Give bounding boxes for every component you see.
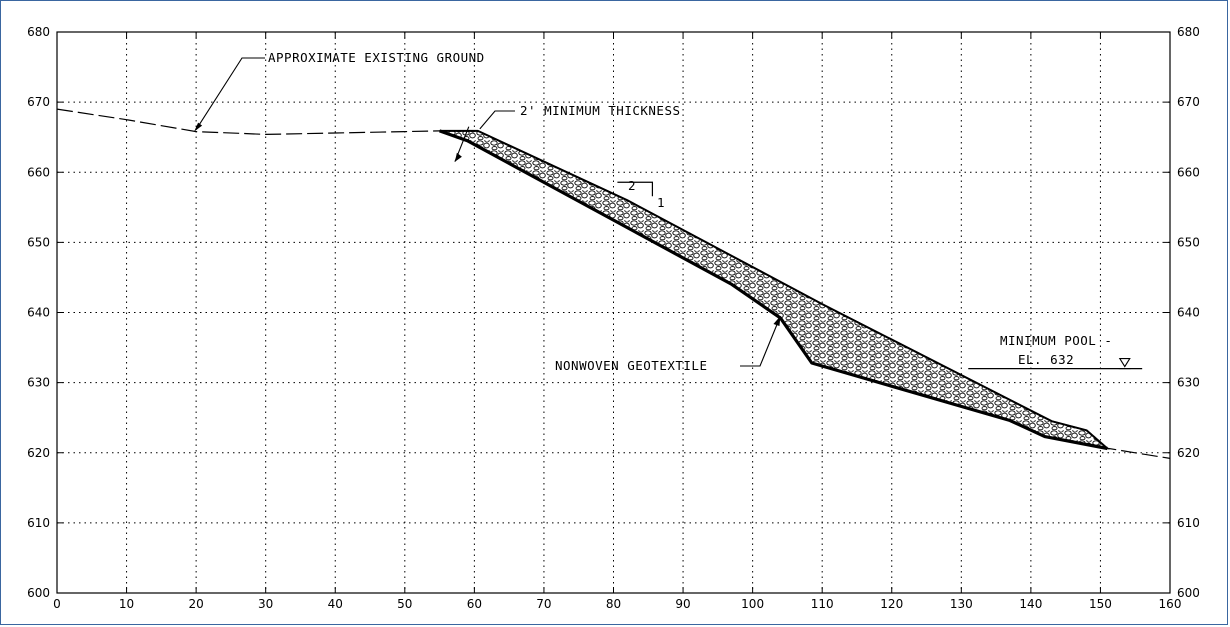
y-tick-label-left: 640: [27, 306, 50, 320]
geotextile-line: [439, 129, 1108, 451]
y-tick-label-right: 660: [1177, 165, 1200, 179]
downstream-ground-line: [1100, 446, 1171, 459]
pool-label-line1: MINIMUM POOL -: [1000, 333, 1112, 348]
axes: 0 10 20 30 40 50 60 70 80 90 100 110 120 130 140 150 160…: [27, 25, 1200, 611]
x-tick-label: 10: [119, 597, 134, 611]
y-tick-label-left: 620: [27, 446, 50, 460]
water-level-icon: [1118, 358, 1131, 368]
min-thickness-arrow: [454, 152, 462, 162]
y-tick-label-left: 610: [27, 516, 50, 530]
x-tick-label: 90: [675, 597, 690, 611]
y-tick-label-left: 650: [27, 235, 50, 249]
y-tick-label-left: 630: [27, 376, 50, 390]
x-tick-label: 130: [950, 597, 973, 611]
x-tick-label: 40: [328, 597, 343, 611]
y-tick-label-right: 680: [1177, 25, 1200, 39]
x-tick-label: 100: [741, 597, 764, 611]
profile: [56, 108, 1171, 459]
x-tick-label: 30: [258, 597, 273, 611]
annotations: APPROXIMATE EXISTING GROUND 2' MINIMUM T…: [194, 50, 1112, 373]
slope-marker: [617, 181, 654, 197]
geotextile-label: NONWOVEN GEOTEXTILE: [555, 358, 708, 373]
y-tick-label-left: 660: [27, 165, 50, 179]
x-tick-label: 0: [53, 597, 61, 611]
slope-run-label: 2: [628, 178, 636, 193]
x-tick-label: 140: [1019, 597, 1042, 611]
x-tick-label: 70: [536, 597, 551, 611]
min-thickness-label: 2' MINIMUM THICKNESS: [520, 103, 681, 118]
y-tick-label-right: 670: [1177, 95, 1200, 109]
y-tick-label-right: 620: [1177, 446, 1200, 460]
existing-ground-label: APPROXIMATE EXISTING GROUND: [268, 50, 485, 65]
y-tick-label-right: 610: [1177, 516, 1200, 530]
y-tick-label-left: 600: [27, 586, 50, 600]
min-thickness-leader: [479, 110, 515, 130]
x-tick-label: 150: [1089, 597, 1112, 611]
x-tick-label: 110: [811, 597, 834, 611]
x-tick-label: 120: [880, 597, 903, 611]
y-tick-label-left: 670: [27, 95, 50, 109]
x-tick-label: 20: [188, 597, 203, 611]
x-tick-label: 60: [467, 597, 482, 611]
grid: [57, 32, 1170, 593]
y-tick-label-right: 650: [1177, 235, 1200, 249]
geotextile-leader: [740, 315, 781, 367]
x-tick-label: 80: [606, 597, 621, 611]
y-tick-label-right: 600: [1177, 586, 1200, 600]
existing-ground-line: [56, 108, 440, 136]
pool-label-line2: EL. 632: [1018, 352, 1074, 367]
x-tick-label: 50: [397, 597, 412, 611]
slope-rise-label: 1: [657, 195, 665, 210]
x-tick-label: 160: [1159, 597, 1182, 611]
riprap-surface-line: [439, 129, 1109, 450]
y-tick-label-right: 630: [1177, 376, 1200, 390]
geotextile-arrow: [773, 316, 781, 327]
y-tick-label-right: 640: [1177, 306, 1200, 320]
existing-ground-arrow: [194, 122, 203, 132]
existing-ground-leader: [195, 57, 265, 130]
y-tick-label-left: 680: [27, 25, 50, 39]
